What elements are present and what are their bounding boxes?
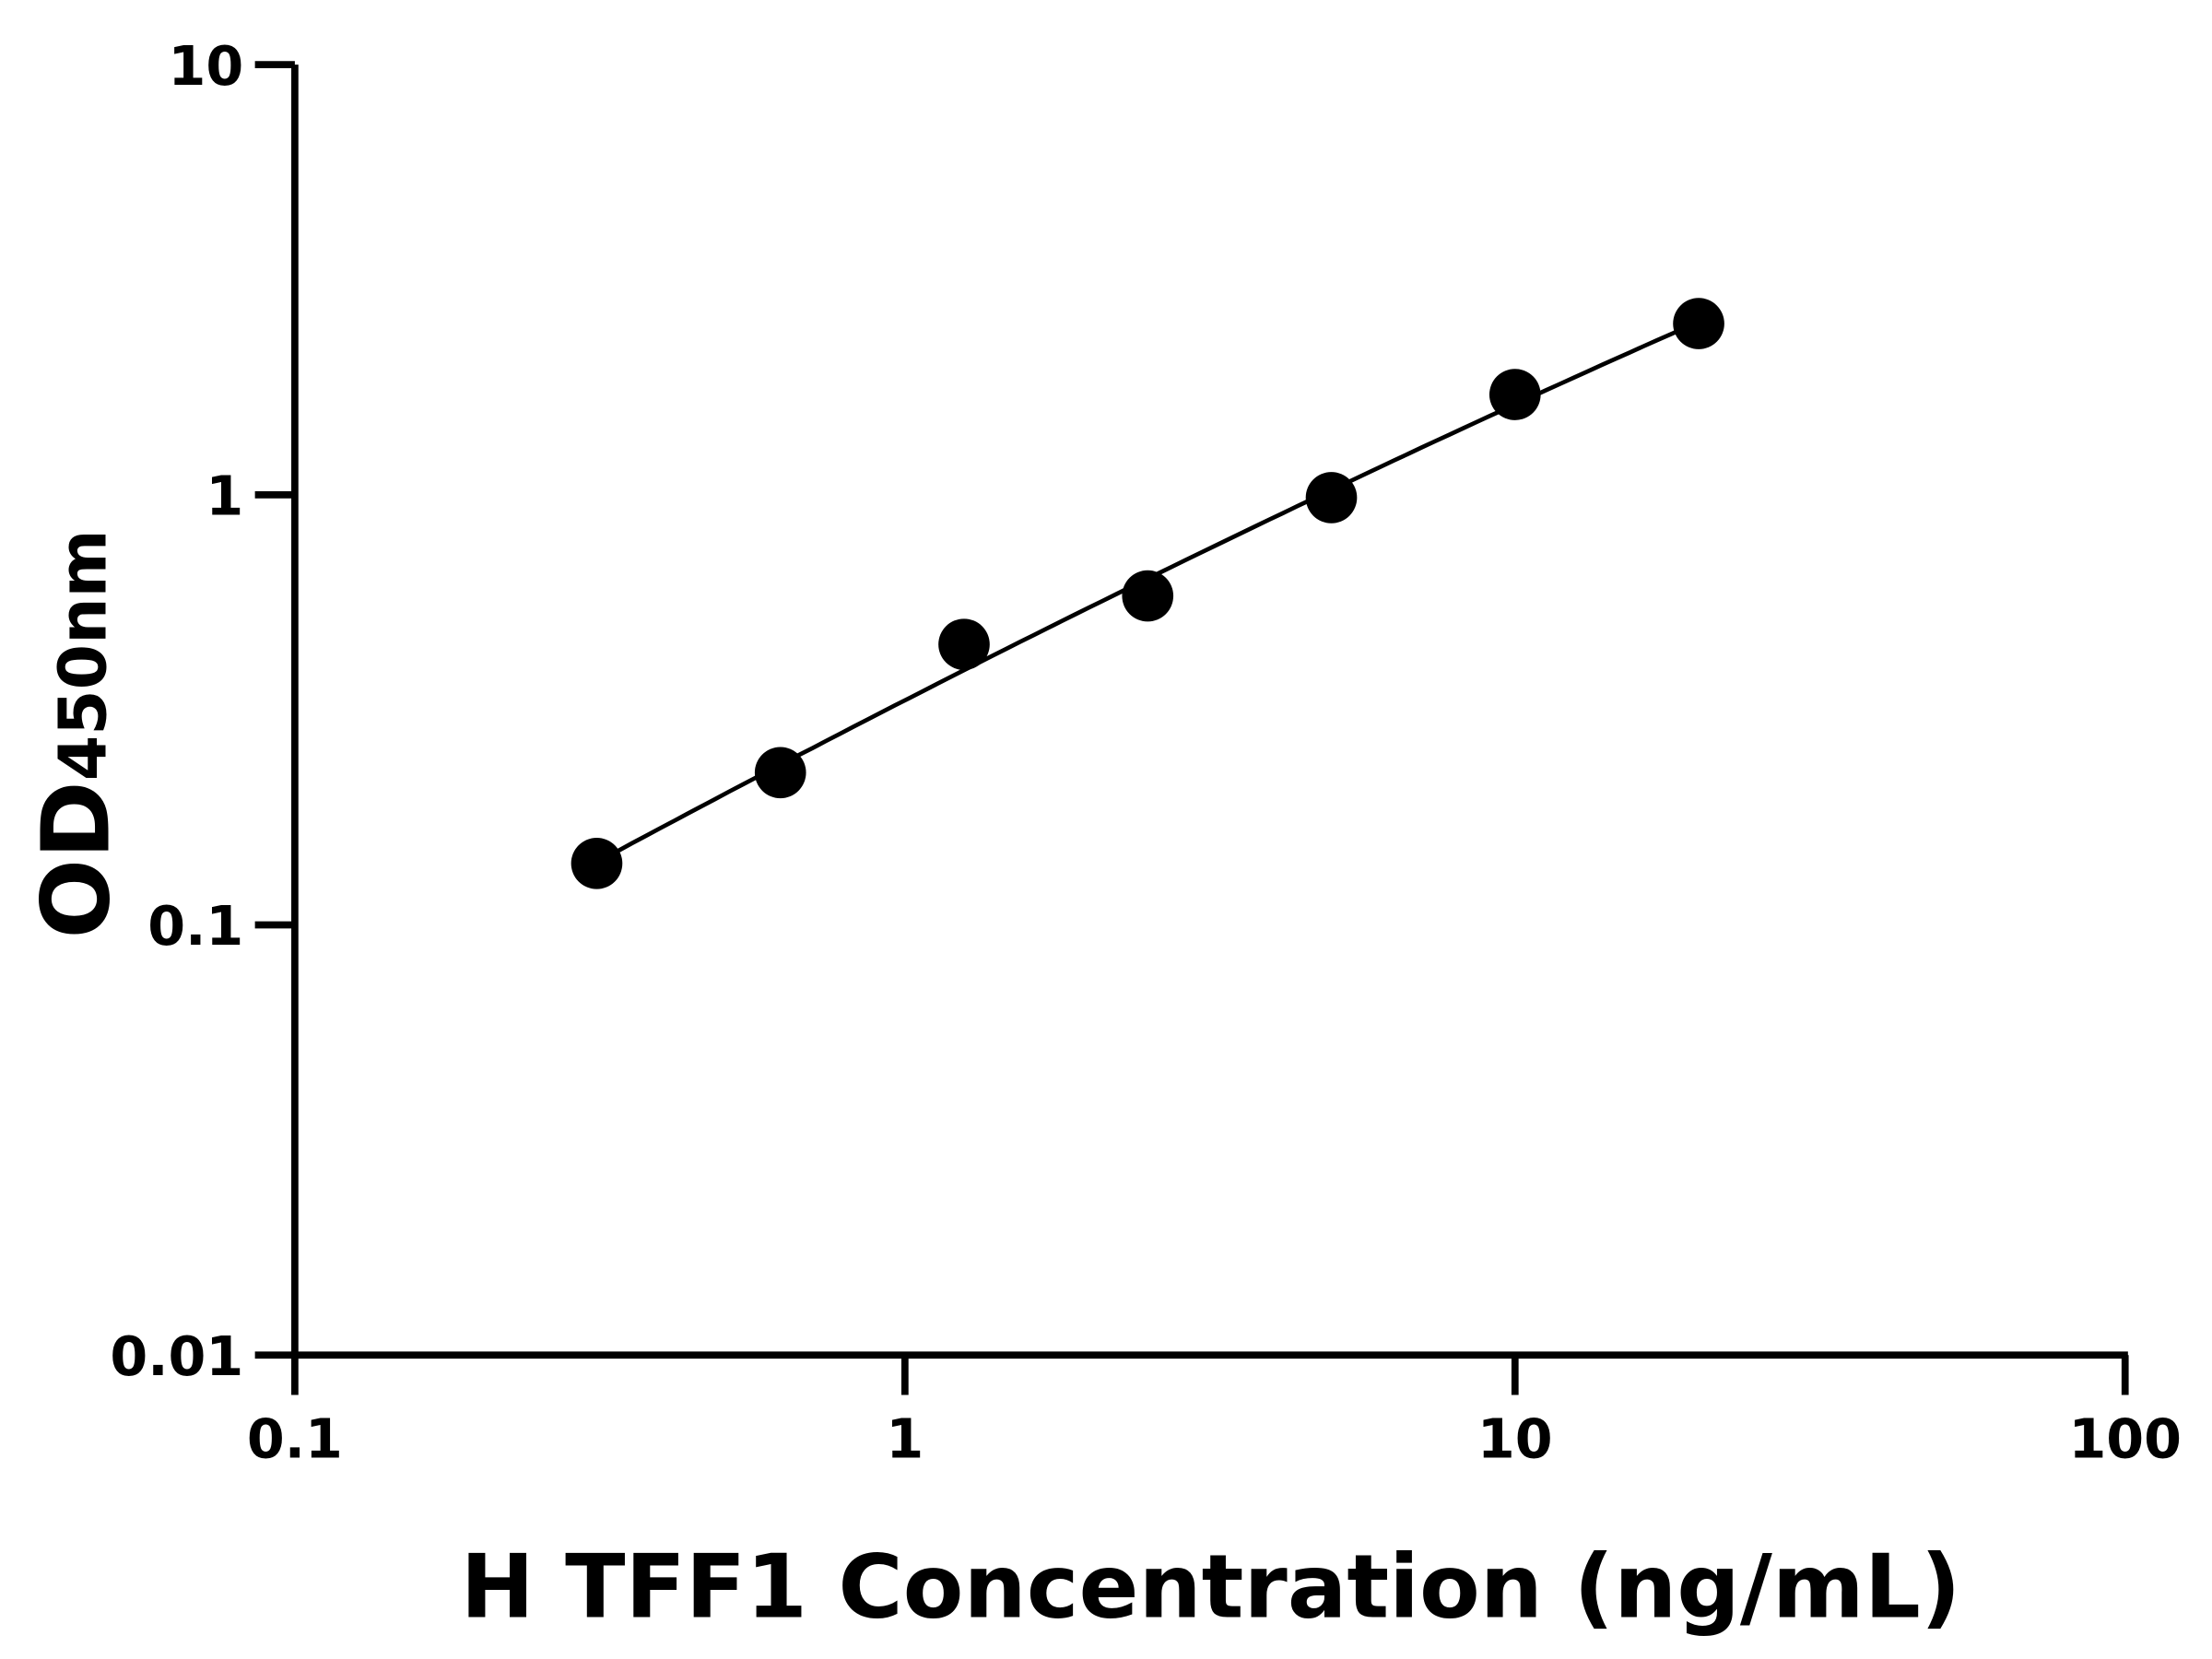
y-axis-label: OD450nm: [21, 529, 131, 938]
y-axis-label-sub: 450nm: [44, 529, 121, 781]
data-point: [1488, 369, 1541, 420]
data-point: [754, 747, 806, 799]
y-tick-label: 0.01: [110, 1324, 243, 1388]
x-tick-label: 0.1: [247, 1407, 343, 1471]
data-points: [571, 298, 1724, 889]
data-point: [1122, 570, 1174, 622]
x-tick-label: 1: [886, 1407, 924, 1471]
x-ticks: 0.1 1 10 100: [247, 1355, 2182, 1471]
y-axis-label-main: OD: [21, 781, 131, 938]
data-point: [1673, 298, 1724, 349]
x-tick-label: 100: [2068, 1407, 2182, 1471]
axes: [290, 65, 2128, 1359]
x-tick-label: 10: [1477, 1407, 1553, 1471]
x-axis-label: H TFF1 Concentration (ng/mL): [461, 1535, 1961, 1639]
y-tick-label: 10: [169, 34, 244, 98]
y-ticks: 0.01 0.1 1 10: [110, 34, 295, 1388]
data-point: [938, 618, 990, 670]
y-tick-label: 1: [206, 464, 243, 527]
data-point: [1305, 472, 1358, 524]
data-point: [571, 837, 623, 889]
y-tick-label: 0.1: [147, 894, 243, 958]
